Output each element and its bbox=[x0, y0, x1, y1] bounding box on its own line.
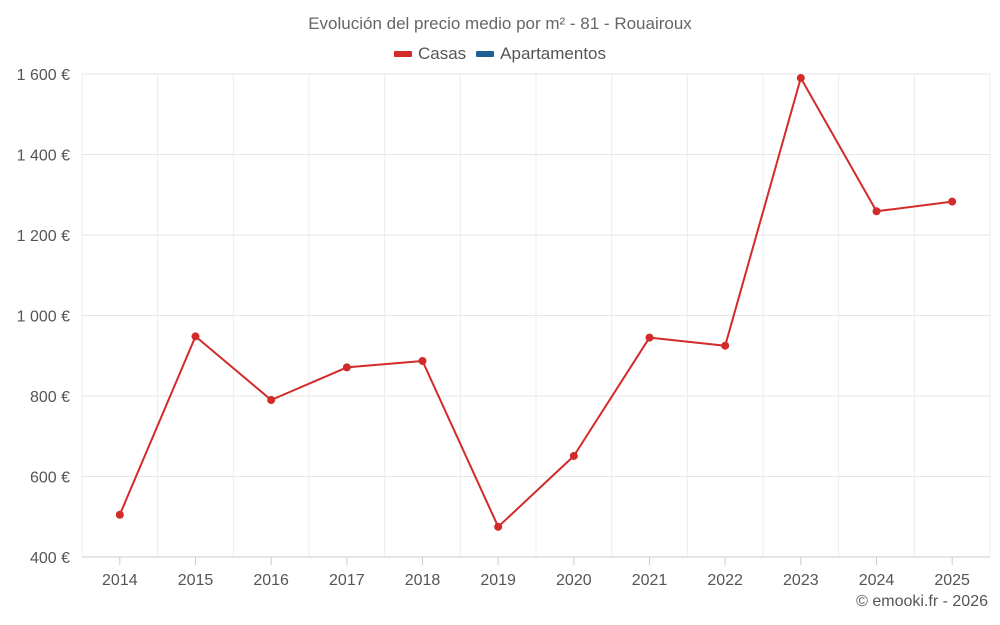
legend-item-casas[interactable]: Casas bbox=[393, 44, 467, 64]
x-tick-label: 2022 bbox=[707, 572, 743, 589]
x-tick-label: 2024 bbox=[859, 572, 895, 589]
data-point[interactable] bbox=[645, 333, 654, 342]
y-tick-label: 1 600 € bbox=[17, 67, 70, 84]
x-tick-label: 2016 bbox=[253, 572, 289, 589]
data-point[interactable] bbox=[948, 197, 957, 206]
x-tick-label: 2020 bbox=[556, 572, 592, 589]
x-tick-label: 2025 bbox=[934, 572, 970, 589]
data-point[interactable] bbox=[191, 332, 200, 341]
data-point[interactable] bbox=[115, 510, 124, 519]
y-tick-label: 1 000 € bbox=[17, 309, 70, 326]
y-tick-label: 400 € bbox=[30, 550, 70, 567]
y-tick-label: 1 200 € bbox=[17, 228, 70, 245]
x-tick-label: 2021 bbox=[632, 572, 668, 589]
data-point[interactable] bbox=[721, 341, 730, 350]
legend-label-apartamentos: Apartamentos bbox=[500, 44, 607, 63]
data-point[interactable] bbox=[796, 74, 805, 83]
data-point[interactable] bbox=[267, 396, 276, 405]
data-point[interactable] bbox=[569, 451, 578, 460]
y-tick-label: 1 400 € bbox=[17, 148, 70, 165]
x-tick-label: 2023 bbox=[783, 572, 819, 589]
data-point[interactable] bbox=[494, 522, 503, 531]
y-tick-label: 800 € bbox=[30, 389, 70, 406]
x-tick-label: 2017 bbox=[329, 572, 365, 589]
x-tick-label: 2019 bbox=[480, 572, 516, 589]
legend: Casas Apartamentos bbox=[0, 44, 1000, 64]
series-line-casas bbox=[118, 77, 953, 528]
data-point[interactable] bbox=[872, 207, 881, 216]
legend-item-apartamentos[interactable]: Apartamentos bbox=[476, 44, 606, 64]
credit-text: © emooki.fr - 2026 bbox=[856, 593, 988, 610]
x-tick-label: 2014 bbox=[102, 572, 138, 589]
data-point[interactable] bbox=[342, 363, 351, 372]
legend-swatch-casas bbox=[393, 51, 412, 57]
x-tick-label: 2015 bbox=[178, 572, 214, 589]
legend-swatch-apartamentos bbox=[476, 51, 495, 57]
y-tick-label: 600 € bbox=[30, 470, 70, 487]
x-tick-label: 2018 bbox=[405, 572, 441, 589]
data-point[interactable] bbox=[418, 356, 427, 365]
legend-label-casas: Casas bbox=[417, 44, 467, 63]
chart-title: Evolución del precio medio por m² - 81 -… bbox=[308, 14, 692, 33]
